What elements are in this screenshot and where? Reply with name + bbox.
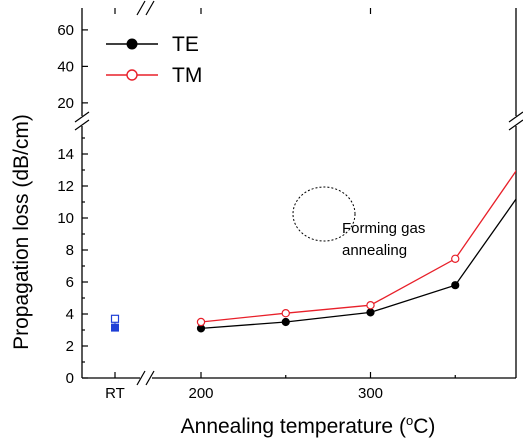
y-tick-label-10: 10 — [57, 210, 74, 227]
tm-point-250 — [281, 309, 290, 318]
annotation-line1: Forming gas — [342, 220, 425, 237]
y-break-gap-1 — [510, 116, 522, 126]
y-break-gap-0 — [76, 116, 88, 126]
te-point-300 — [366, 308, 375, 317]
x-tick-label-RT: RT — [105, 385, 125, 402]
rt-te-point — [111, 323, 119, 332]
y-break-mark-b-0 — [74, 119, 90, 131]
axis-breaks — [74, 0, 523, 386]
legend: TE TM — [106, 33, 202, 87]
x-tick-label-300: 300 — [358, 385, 383, 402]
te-point-350 — [451, 281, 460, 290]
y-tick-label-4: 4 — [66, 306, 74, 323]
legend-tm-label: TM — [172, 64, 202, 87]
x-break-mark-a-bottom — [136, 370, 146, 386]
tm-series-line — [200, 169, 516, 323]
y-tick-label-40: 40 — [57, 58, 74, 75]
te-point-250 — [281, 317, 290, 327]
y-tick-label-0: 0 — [66, 370, 74, 387]
y-tick-label-8: 8 — [66, 242, 74, 259]
y-break-mark-a-0 — [74, 111, 90, 123]
y-tick-label-12: 12 — [57, 178, 74, 195]
tm-point-200 — [196, 317, 206, 327]
y-tick-label-60: 60 — [57, 22, 74, 39]
y-tick-label-14: 14 — [57, 146, 74, 163]
y-tick-label-6: 6 — [66, 274, 74, 291]
series-layer — [110, 169, 516, 333]
annotation: Forming gas annealing — [292, 186, 425, 259]
legend-tm-marker — [126, 69, 138, 81]
rt-tm-point — [110, 314, 120, 323]
y-break-mark-b-1 — [508, 119, 523, 131]
legend-te-marker — [126, 38, 138, 50]
legend-te-label: TE — [172, 33, 199, 56]
x-tick-label-200: 200 — [188, 385, 213, 402]
y-tick-label-20: 20 — [57, 95, 74, 112]
y-break-mark-a-1 — [508, 111, 523, 123]
y-tick-label-2: 2 — [66, 338, 74, 355]
annotation-line2: annealing — [342, 242, 407, 259]
tm-point-350 — [451, 254, 460, 263]
tm-point-300 — [366, 301, 375, 310]
x-break-mark-b-top — [145, 0, 155, 16]
x-axis-label: Annealing temperature (oC) — [181, 413, 436, 438]
axes — [81, 8, 517, 379]
te-series-line — [200, 198, 516, 330]
ticks: 02468101214204060RT200300400500600700 — [57, 8, 456, 402]
y-axis-label: Propagation loss (dB/cm) — [10, 114, 33, 350]
x-break-mark-a-top — [136, 0, 146, 16]
x-break-mark-b-bottom — [145, 370, 155, 386]
annotation-circle — [292, 186, 356, 242]
